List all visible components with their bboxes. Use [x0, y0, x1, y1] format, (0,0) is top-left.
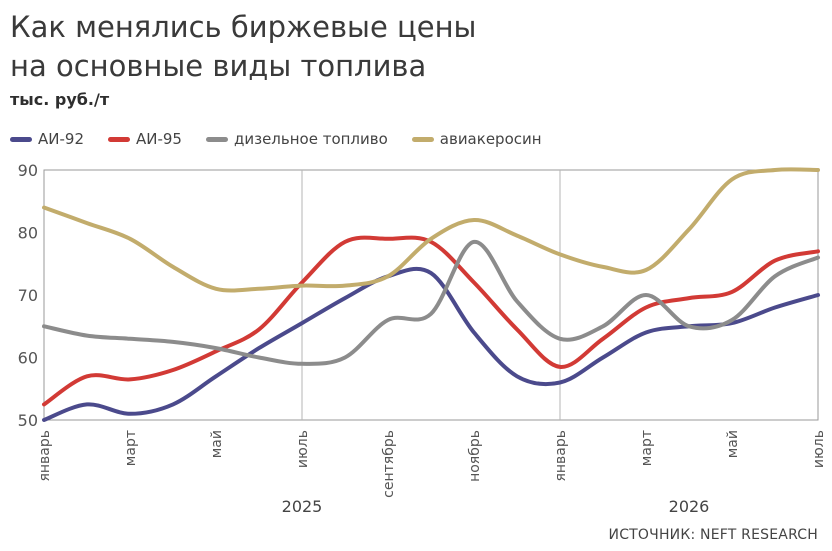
x-tick-label: март: [639, 430, 655, 466]
x-tick-label: март: [123, 430, 139, 466]
title-line-2: на основные виды топлива: [10, 49, 427, 83]
series-line-1: [42, 266, 820, 422]
y-tick-label: 80: [18, 224, 38, 243]
legend-label: АИ-92: [38, 130, 84, 148]
legend-label: АИ-95: [135, 130, 182, 148]
legend-item: АИ-95: [107, 130, 182, 148]
year-label: 2025: [282, 497, 323, 516]
legend-item: авиакеросин: [411, 130, 542, 148]
series-line-2: [42, 235, 820, 407]
source-note: ИСТОЧНИК: NEFT RESEARCH: [608, 527, 818, 543]
legend-item: дизельное топливо: [205, 130, 388, 148]
x-tick-label: январь: [37, 430, 53, 482]
y-tick-label: 90: [18, 161, 38, 180]
x-tick-label: ноябрь: [467, 430, 483, 482]
y-tick-label: 70: [18, 286, 38, 305]
unit-label: тыс. руб./т: [10, 90, 110, 109]
y-tick-label: 50: [18, 411, 38, 430]
chart-legend: АИ-92 АИ-95 дизельное топливо авиакеросин: [10, 128, 542, 150]
x-tick-label: май: [725, 430, 741, 458]
series-line-3: [42, 239, 820, 366]
legend-item: АИ-92: [10, 130, 84, 148]
x-tick-label: май: [209, 430, 225, 458]
series-line-4: [42, 167, 820, 293]
legend-swatch: [10, 136, 32, 142]
chart-title: Как менялись биржевые цены на основные в…: [10, 8, 476, 86]
x-tick-label: сентябрь: [381, 430, 397, 498]
x-tick-label: июль: [811, 430, 827, 468]
legend-swatch: [411, 136, 434, 142]
legend-label: дизельное топливо: [233, 130, 388, 148]
y-tick-label: 60: [18, 349, 38, 368]
legend-label: авиакеросин: [439, 130, 542, 148]
x-tick-label: июль: [295, 430, 311, 468]
legend-swatch: [205, 136, 228, 142]
year-label: 2026: [669, 497, 710, 516]
x-tick-label: январь: [553, 430, 569, 482]
legend-swatch: [107, 136, 130, 142]
title-line-1: Как менялись биржевые цены: [10, 10, 477, 44]
